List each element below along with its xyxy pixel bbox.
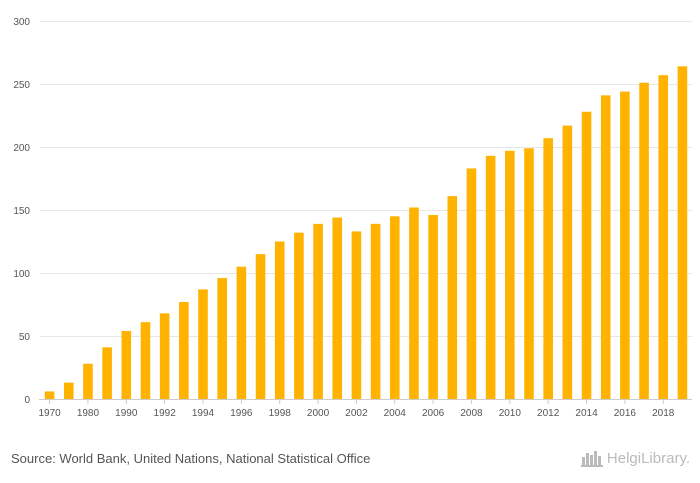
x-tick-label: 2006	[422, 408, 445, 419]
x-tick-label: 1996	[230, 408, 253, 419]
y-tick-label: 100	[13, 269, 30, 280]
y-tick-label: 200	[13, 143, 30, 154]
bar	[140, 322, 151, 399]
x-tick-label: 2010	[499, 408, 522, 419]
bar	[274, 241, 285, 399]
bar	[600, 95, 611, 399]
bar	[389, 216, 400, 399]
x-tick-label: 2016	[614, 408, 637, 419]
bar	[658, 75, 669, 400]
bar	[63, 382, 74, 399]
x-tick-label: 2004	[384, 408, 407, 419]
logo-text: HelgiLibrary.	[606, 449, 690, 467]
helgi-building-icon	[580, 451, 603, 467]
x-tick-label: 1994	[192, 408, 215, 419]
bar	[121, 330, 132, 399]
y-axis-labels: 0 50 100 150 200 250 300	[13, 17, 30, 406]
bar	[428, 215, 438, 399]
bar	[198, 289, 208, 399]
y-tick-label: 250	[13, 80, 30, 91]
bar	[505, 150, 515, 399]
helgi-library-logo[interactable]: HelgiLibrary.	[580, 449, 690, 467]
y-tick-label: 50	[19, 332, 31, 343]
x-tick-label: 2018	[652, 408, 675, 419]
bar	[102, 347, 112, 399]
x-tick-label: 1970	[38, 408, 61, 419]
bar	[485, 155, 496, 399]
source-note: Source: World Bank, United Nations, Nati…	[11, 451, 371, 466]
bar	[677, 66, 688, 400]
bar	[44, 391, 55, 399]
x-tick-label: 1990	[115, 408, 138, 419]
bar	[543, 138, 553, 399]
x-axis-labels: 1970 1980 1990 1992 1994 1996 1998 2000 2002 2004…	[38, 399, 675, 419]
bar	[447, 196, 458, 399]
bar	[562, 125, 573, 399]
bar	[236, 266, 247, 399]
x-tick-label: 2012	[537, 408, 560, 419]
bar	[639, 82, 649, 400]
bar	[159, 313, 170, 399]
bar	[620, 91, 630, 399]
bar	[524, 148, 534, 399]
x-tick-label: 1998	[269, 408, 292, 419]
y-tick-label: 0	[24, 395, 30, 406]
x-tick-label: 2014	[575, 408, 598, 419]
y-tick-label: 300	[13, 17, 30, 28]
x-tick-label: 2008	[460, 408, 483, 419]
bar	[332, 217, 343, 399]
x-tick-label: 1980	[77, 408, 100, 419]
x-tick-label: 2000	[307, 408, 330, 419]
bars	[44, 66, 688, 400]
y-tick-label: 150	[13, 206, 30, 217]
bar	[255, 254, 266, 399]
bar	[466, 168, 477, 399]
x-tick-label: 1992	[154, 408, 177, 419]
bar	[351, 231, 362, 399]
bar	[409, 207, 419, 399]
bar	[370, 223, 381, 399]
bar	[313, 223, 323, 399]
x-tick-label: 2002	[345, 408, 368, 419]
bar	[179, 301, 189, 399]
gridlines	[40, 21, 692, 337]
bar	[581, 111, 592, 399]
bar	[294, 232, 304, 399]
bar	[217, 278, 227, 399]
bar	[83, 363, 93, 399]
